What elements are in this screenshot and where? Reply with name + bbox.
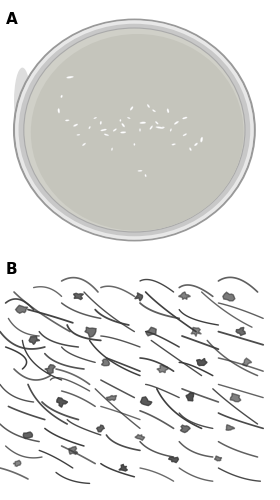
Ellipse shape	[170, 128, 172, 132]
Polygon shape	[16, 306, 28, 314]
Polygon shape	[45, 364, 55, 374]
Ellipse shape	[31, 34, 244, 231]
Polygon shape	[101, 359, 109, 366]
Polygon shape	[197, 358, 207, 366]
Ellipse shape	[94, 117, 97, 119]
Ellipse shape	[120, 119, 121, 122]
Ellipse shape	[65, 120, 69, 121]
Ellipse shape	[130, 106, 133, 110]
Ellipse shape	[145, 174, 146, 177]
Polygon shape	[69, 446, 78, 454]
Polygon shape	[97, 425, 104, 432]
Ellipse shape	[140, 122, 146, 124]
Ellipse shape	[127, 117, 130, 119]
Ellipse shape	[67, 76, 73, 78]
Polygon shape	[135, 434, 145, 440]
Polygon shape	[29, 336, 40, 344]
Polygon shape	[169, 457, 178, 462]
Polygon shape	[106, 396, 116, 400]
Ellipse shape	[113, 128, 116, 132]
Polygon shape	[242, 358, 252, 366]
Polygon shape	[57, 398, 68, 407]
Ellipse shape	[61, 95, 62, 98]
Polygon shape	[73, 294, 83, 300]
Polygon shape	[236, 328, 246, 336]
Ellipse shape	[101, 129, 107, 131]
Ellipse shape	[138, 170, 142, 172]
Polygon shape	[157, 365, 168, 372]
Polygon shape	[214, 456, 222, 461]
Ellipse shape	[89, 126, 90, 129]
Ellipse shape	[24, 28, 245, 232]
Ellipse shape	[14, 20, 255, 240]
Ellipse shape	[77, 134, 80, 136]
Ellipse shape	[189, 148, 192, 151]
Ellipse shape	[134, 143, 135, 146]
Ellipse shape	[155, 122, 158, 124]
Ellipse shape	[167, 108, 169, 113]
Ellipse shape	[183, 134, 187, 136]
Ellipse shape	[82, 143, 86, 146]
Polygon shape	[223, 292, 235, 301]
Ellipse shape	[147, 104, 150, 108]
Text: B: B	[6, 262, 17, 278]
Polygon shape	[141, 397, 152, 406]
Polygon shape	[230, 394, 241, 402]
Ellipse shape	[100, 121, 102, 124]
Polygon shape	[186, 392, 194, 401]
Ellipse shape	[104, 134, 109, 136]
Polygon shape	[135, 293, 143, 301]
Ellipse shape	[73, 124, 78, 126]
Polygon shape	[13, 460, 21, 466]
Ellipse shape	[200, 137, 203, 142]
Ellipse shape	[156, 126, 164, 128]
Ellipse shape	[14, 68, 31, 135]
Ellipse shape	[122, 124, 125, 127]
Ellipse shape	[120, 132, 126, 134]
Ellipse shape	[174, 121, 179, 124]
Polygon shape	[146, 328, 156, 336]
Ellipse shape	[111, 148, 113, 150]
Polygon shape	[178, 292, 190, 300]
Polygon shape	[191, 328, 201, 336]
Polygon shape	[226, 424, 235, 430]
Polygon shape	[119, 464, 127, 471]
Ellipse shape	[194, 143, 198, 146]
Ellipse shape	[160, 127, 165, 128]
Ellipse shape	[150, 126, 153, 130]
Ellipse shape	[182, 117, 187, 119]
Polygon shape	[85, 327, 96, 338]
Polygon shape	[180, 425, 190, 432]
Polygon shape	[23, 432, 32, 438]
Ellipse shape	[152, 110, 156, 112]
Text: A: A	[6, 12, 17, 28]
Ellipse shape	[58, 108, 60, 113]
Ellipse shape	[139, 128, 141, 132]
Ellipse shape	[172, 144, 176, 145]
